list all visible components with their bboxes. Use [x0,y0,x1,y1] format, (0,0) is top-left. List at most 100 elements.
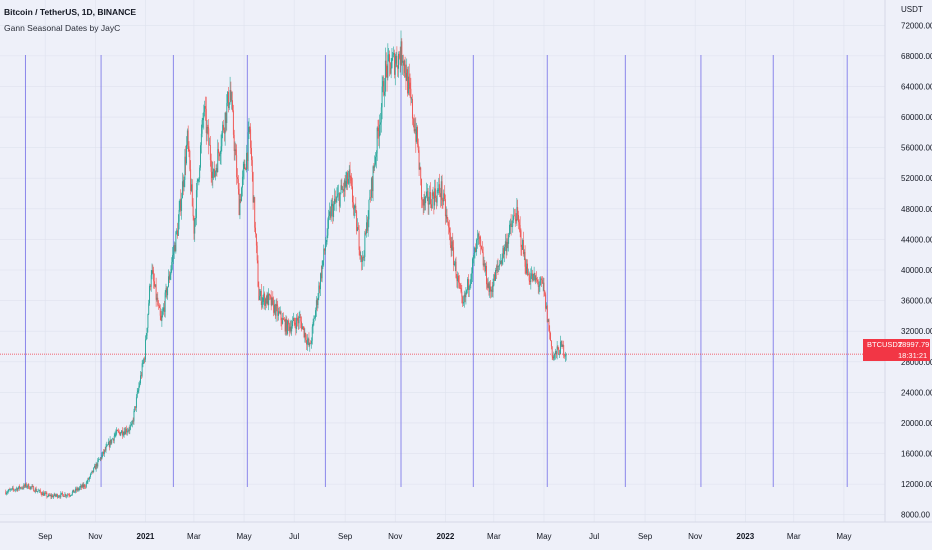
candle-body [48,494,49,497]
candle-body [25,483,27,488]
candle-body [453,247,455,266]
candle-body [464,294,466,298]
candle-body [347,172,349,184]
candle-body [486,265,487,285]
candle-body [449,232,451,246]
candle-body [402,60,404,63]
price-tick-label: 28000.00 [901,358,932,367]
candle-body [175,231,177,252]
candle-body [118,431,120,433]
candle-body [292,318,294,322]
candle-body [552,356,554,359]
candle-body [549,330,551,333]
candle-body [92,470,94,473]
candle-body [472,258,473,274]
candle-body [116,430,118,434]
candle-body [223,124,224,131]
candle-body [366,222,367,234]
candle-body [115,433,117,435]
time-tick-label: 2023 [736,532,754,541]
price-tick-label: 72000.00 [901,21,932,30]
time-tick-label: Mar [487,532,501,541]
candle-body [421,199,423,201]
candle-body [478,233,480,237]
candle-body [421,178,422,200]
candle-body [36,491,38,492]
time-scale: Sep Nov 2021 Mar May Jul Sep Nov 2022 Mar May Jul Se… [38,532,851,541]
candle-body [278,311,280,313]
candle-body [425,196,427,204]
candle-body [408,76,410,83]
candle-body [117,430,119,432]
candle-body [217,149,219,172]
candle-body [350,177,352,181]
candle-body [34,488,36,492]
candle-body [411,98,413,100]
candle-body [66,494,68,496]
candle-body [297,320,299,324]
candle-body [463,294,465,303]
price-tick-label: 24000.00 [901,388,932,397]
candle-body [66,495,68,497]
candle-body [494,274,496,281]
candle-body [361,255,363,262]
candle-body [114,434,116,437]
price-tick-label: 36000.00 [901,297,932,306]
candle-body [20,487,22,489]
candle-body [197,179,199,182]
candle-body [502,248,504,258]
candle-body [22,487,24,489]
candle-body [510,223,512,227]
candle-body [258,286,260,301]
candle-body [179,199,181,210]
candle-body [351,180,353,187]
candle-body [48,494,50,496]
price-tick-label: 56000.00 [901,144,932,153]
time-tick-label: May [836,532,851,541]
candle-body [361,257,363,262]
candle-body [71,491,73,495]
candle-body [168,276,169,287]
candle-body [122,434,124,436]
candle-body [407,76,409,94]
candle-body [406,69,408,81]
time-tick-label: Nov [688,532,702,541]
candle-body [444,193,446,200]
candle-body [78,488,80,490]
candle-body [475,247,477,253]
candle-body [264,298,266,306]
indicator-label[interactable]: Gann Seasonal Dates by JayC [4,23,121,33]
candle-body [62,492,63,495]
candle-body [477,233,479,239]
candle-body [94,465,95,468]
candle-body [94,465,96,470]
candle-body [170,268,172,275]
candle-body [293,318,295,323]
candle-body [562,345,564,347]
candle-body [69,495,71,496]
candle-body [255,233,257,246]
candle-body [397,65,399,69]
candle-body [184,156,186,180]
candle-body [327,219,329,236]
candle-body [543,282,545,291]
candle-body [520,230,522,247]
candle-body [95,463,97,470]
candle-body [535,277,537,281]
candle-body [129,426,131,431]
candle-body [60,493,62,498]
candle-body [461,291,463,297]
candle-body [255,227,257,234]
candle-body [146,327,148,336]
candle-body [455,261,457,278]
candle-body [151,270,153,276]
candle-body [487,283,489,288]
candle-body [277,305,279,316]
candle-body [209,144,211,161]
candle-body [485,265,487,272]
candle-body [340,185,342,193]
candle-body [54,493,56,496]
candle-body [336,196,338,201]
candle-body [374,164,376,168]
